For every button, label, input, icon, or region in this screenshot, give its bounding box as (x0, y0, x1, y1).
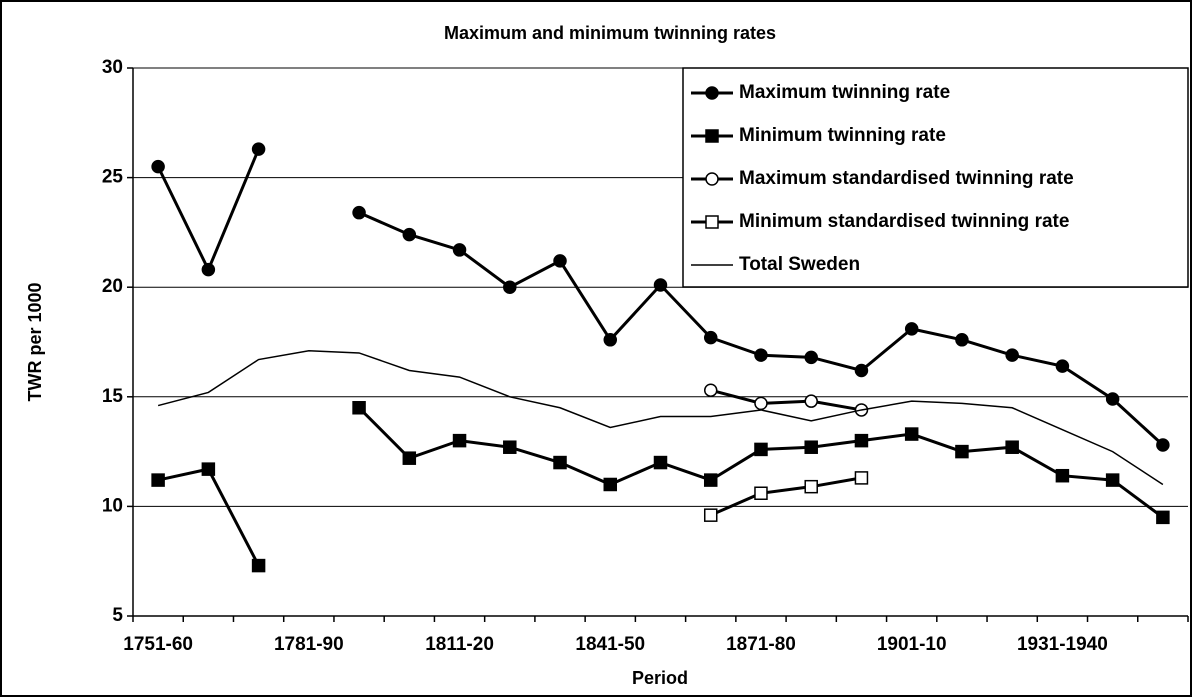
y-tick-label: 30 (102, 57, 123, 78)
marker (452, 433, 467, 448)
marker (653, 455, 668, 470)
marker (1105, 392, 1120, 406)
y-tick-label: 25 (102, 167, 124, 188)
legend-label: Total Sweden (739, 254, 860, 275)
marker (352, 401, 366, 415)
marker (603, 333, 618, 347)
marker (804, 350, 818, 365)
marker (703, 383, 718, 397)
marker (904, 322, 919, 336)
marker (1005, 440, 1019, 454)
marker (553, 254, 567, 268)
marker (402, 451, 417, 465)
marker (854, 471, 869, 485)
marker (251, 142, 266, 156)
legend-marker (705, 172, 719, 186)
marker (703, 508, 718, 522)
marker (201, 462, 216, 476)
legend-label: Minimum standardised twinning rate (739, 211, 1069, 232)
marker (703, 473, 718, 487)
y-tick-label: 20 (102, 276, 123, 297)
legend-label: Maximum standardised twinning rate (739, 168, 1074, 189)
x-tick-label: 1841-50 (575, 634, 645, 655)
marker (503, 280, 517, 294)
x-tick-label: 1871-80 (726, 634, 796, 655)
marker (804, 440, 818, 454)
marker (1156, 510, 1170, 525)
x-axis-label: Period (632, 668, 688, 688)
marker (754, 442, 768, 457)
y-tick-label: 15 (102, 386, 124, 407)
marker (703, 330, 718, 345)
legend-label: Minimum twinning rate (739, 125, 946, 146)
series-line (710, 476, 862, 517)
marker (754, 486, 768, 500)
marker (452, 243, 467, 257)
series-line (157, 350, 1164, 486)
marker (352, 205, 366, 220)
marker (603, 477, 618, 492)
marker (201, 262, 216, 277)
marker (955, 333, 969, 347)
y-tick-label: 10 (102, 495, 123, 516)
marker (653, 278, 668, 292)
marker (1105, 473, 1120, 487)
marker (904, 427, 919, 441)
marker (402, 227, 417, 242)
marker (553, 455, 567, 470)
marker (804, 394, 818, 408)
marker (754, 348, 768, 362)
x-tick-label: 1811-20 (425, 634, 494, 655)
marker (1055, 468, 1070, 483)
legend-marker (705, 86, 719, 100)
marker (854, 363, 869, 378)
x-tick-label: 1751-60 (123, 634, 193, 655)
marker (503, 440, 517, 454)
marker (251, 558, 266, 573)
legend-marker (705, 215, 719, 229)
marker (151, 473, 165, 487)
marker (151, 159, 165, 174)
marker (1005, 348, 1019, 362)
series-line (710, 388, 862, 412)
marker (854, 433, 869, 448)
y-axis-label: TWR per 1000 (25, 282, 45, 401)
chart-title: Maximum and minimum twinning rates (444, 23, 776, 43)
marker (804, 479, 818, 494)
x-tick-label: 1901-10 (877, 634, 947, 655)
legend-box (682, 67, 1189, 288)
legend-marker (705, 129, 719, 143)
x-tick-label: 1781-90 (274, 634, 344, 655)
marker (754, 396, 768, 411)
marker (955, 444, 969, 459)
x-tick-label: 1931-1940 (1017, 634, 1108, 655)
marker (1156, 438, 1170, 452)
marker (1055, 359, 1070, 373)
legend-label: Maximum twinning rate (739, 82, 950, 103)
y-tick-label: 5 (112, 605, 123, 626)
